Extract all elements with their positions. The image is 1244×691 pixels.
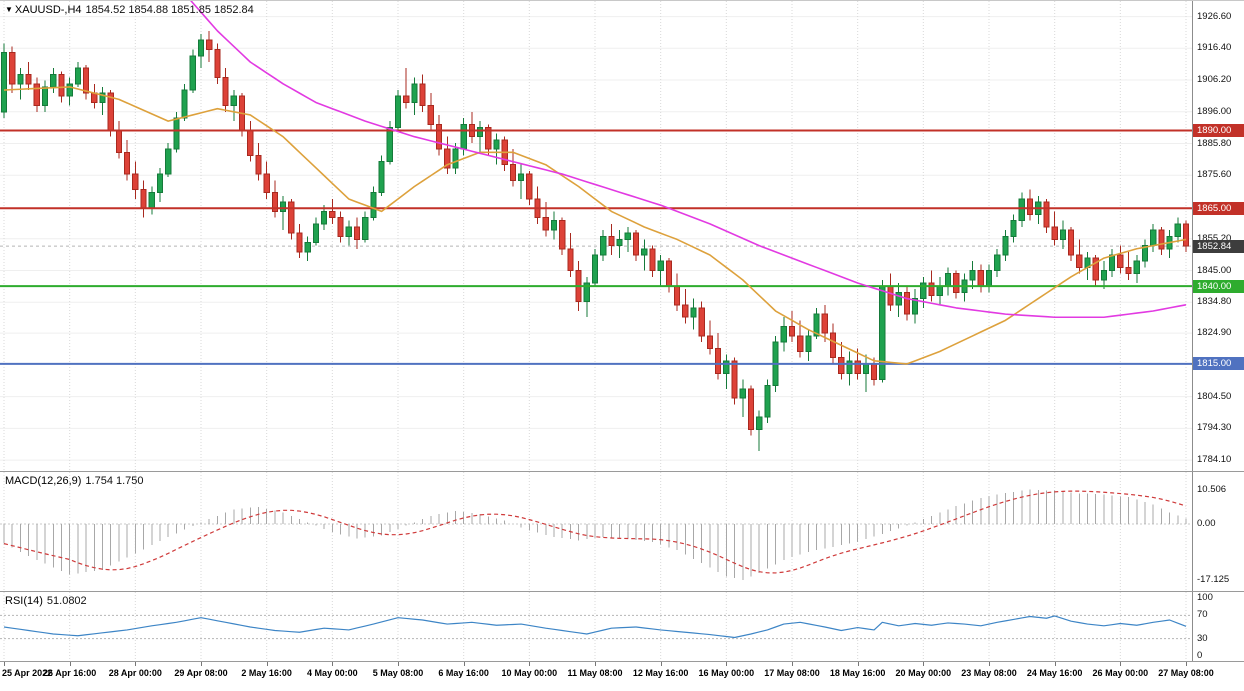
time-tick [332,662,334,666]
symbol-period-label: XAUUSD-,H4 [14,4,82,16]
rsi-axis[interactable]: 100 70 30 0 [1192,592,1244,661]
price-axis-label: 1875.60 [1197,169,1232,181]
price-level-lines [0,129,1192,365]
candles-layer [0,30,1190,452]
time-tick [595,662,596,666]
time-label: 29 Apr 08:00 [174,668,228,678]
macd-values: 1.754 1.750 [85,475,144,487]
time-tick [69,662,71,666]
macd-histogram [3,489,1187,580]
chart-title: ▼ XAUUSD-,H4 1854.52 1854.88 1851.85 1852.… [5,4,254,16]
price-axis-label: 1794.30 [1197,422,1232,434]
rsi-canvas[interactable] [0,592,1192,661]
time-tick [398,662,399,666]
rsi-panel[interactable]: RSI(14) 51.0802 100 70 30 0 [0,591,1244,661]
rsi-axis-label: 70 [1197,609,1208,621]
time-tick [989,662,990,666]
macd-axis-label: 10.506 [1197,483,1227,495]
macd-axis-label: -17.125 [1197,573,1230,585]
main-chart-panel[interactable]: ▼ XAUUSD-,H4 1854.52 1854.88 1851.85 1852.… [0,1,1244,471]
time-label: 10 May 00:00 [501,668,558,678]
time-label: 6 May 16:00 [438,668,489,678]
time-label: 12 May 16:00 [632,668,689,678]
horizontal-gridlines [0,16,1192,461]
price-axis-label: 1885.80 [1197,137,1232,149]
time-tick [135,662,137,666]
price-axis-label: 1916.40 [1197,42,1232,54]
rsi-label: RSI(14) 51.0802 [5,595,87,607]
time-label: 4 May 00:00 [307,668,358,678]
macd-canvas[interactable] [0,472,1192,591]
time-label: 16 May 00:00 [698,668,755,678]
time-label: 26 May 00:00 [1092,668,1149,678]
time-tick [266,662,268,666]
price-axis-label: 1926.60 [1197,10,1232,22]
price-axis-label: 1906.20 [1197,74,1232,86]
rsi-value: 51.0802 [46,595,87,607]
rsi-name: RSI(14) [5,595,43,607]
time-label: 18 May 16:00 [829,668,886,678]
price-axis-label: 1784.10 [1197,454,1232,466]
macd-panel[interactable]: MACD(12,26,9) 1.754 1.750 10.506 0.00 -17.1… [0,471,1244,591]
symbol-marker-icon: ▼ [5,5,13,14]
time-label: 17 May 08:00 [764,668,820,678]
time-tick [1186,662,1187,666]
rsi-axis-label: 100 [1197,591,1213,603]
main-plot-area[interactable]: ▼ XAUUSD-,H4 1854.52 1854.88 1851.85 1852.… [0,1,1192,471]
macd-name: MACD(12,26,9) [5,475,82,487]
vertical-gridlines [3,592,1187,661]
time-label: 2 May 16:00 [241,668,292,678]
time-tick [4,662,5,666]
time-tick [726,662,728,666]
time-label: 25 Apr 2022 [2,668,53,678]
time-tick [201,662,202,666]
time-tick [529,662,531,666]
macd-axis[interactable]: 10.506 0.00 -17.125 [1192,472,1244,591]
time-label: 23 May 08:00 [961,668,1017,678]
rsi-axis-label: 0 [1197,650,1203,662]
rsi-axis-label: 30 [1197,632,1208,644]
macd-axis-label: 0.00 [1197,517,1216,529]
macd-plot-area[interactable]: MACD(12,26,9) 1.754 1.750 [0,472,1192,591]
time-tick [1120,662,1122,666]
price-axis-label: 1834.80 [1197,296,1232,308]
price-axis-label: 1896.00 [1197,105,1232,117]
price-level-tag: 1840.00 [1193,279,1244,293]
main-chart-canvas[interactable] [0,1,1192,471]
time-tick [792,662,793,666]
price-axis-label: 1824.90 [1197,327,1232,339]
price-axis-label: 1804.50 [1197,390,1232,402]
time-label: 28 Apr 00:00 [108,668,162,678]
time-label: 26 Apr 16:00 [43,668,97,678]
time-tick [857,662,859,666]
time-label: 11 May 08:00 [567,668,623,678]
time-tick [660,662,662,666]
time-axis[interactable]: 25 Apr 2022 26 Apr 16:00 28 Apr 00:00 29 Ap… [0,661,1244,691]
price-level-tag: 1890.00 [1193,123,1244,137]
price-level-tag: 1815.00 [1193,357,1244,371]
time-label: 24 May 16:00 [1026,668,1083,678]
macd-label: MACD(12,26,9) 1.754 1.750 [5,475,144,487]
rsi-plot-area[interactable]: RSI(14) 51.0802 [0,592,1192,661]
time-label: 20 May 00:00 [895,668,952,678]
time-tick [923,662,925,666]
time-tick [463,662,465,666]
price-level-tag: 1865.00 [1193,201,1244,215]
time-label: 5 May 08:00 [372,668,424,678]
vertical-gridlines [3,1,1187,471]
time-tick [1054,662,1056,666]
price-axis-label: 1855.20 [1197,232,1232,244]
current-price-tag: 1852.84 [1193,239,1244,253]
price-axis[interactable]: 1926.60 1916.40 1906.20 1896.00 1885.80 1875.… [1192,1,1244,471]
ohlc-values: 1854.52 1854.88 1851.85 1852.84 [85,4,254,16]
price-axis-label: 1845.00 [1197,264,1232,276]
time-label: 27 May 08:00 [1158,668,1214,678]
